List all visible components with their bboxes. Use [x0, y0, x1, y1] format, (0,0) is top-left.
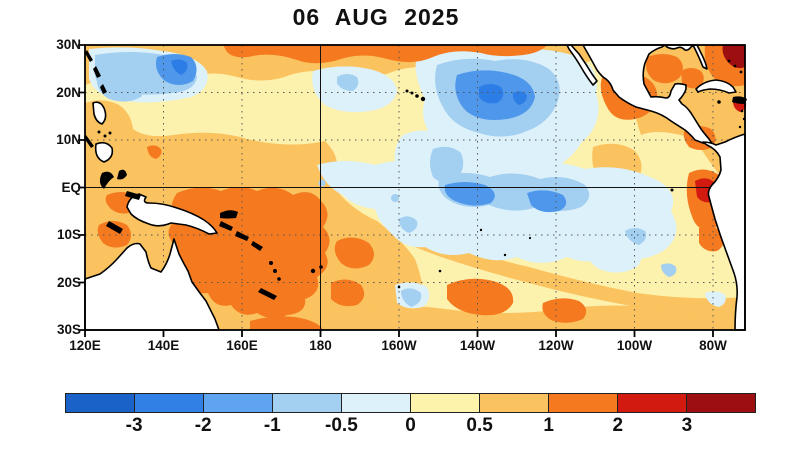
colorbar: -3 -2 -1 -0.5 0 0.5 1 2 3 [65, 393, 756, 437]
halmahera-island [117, 169, 127, 180]
colorbar-tick-label: -0.5 [325, 415, 358, 436]
lon-tick-label: 140E [147, 338, 180, 353]
grid-solid-dateline-equator [85, 45, 745, 330]
lat-tick-label: 30S [56, 322, 81, 337]
colorbar-segments [65, 393, 756, 413]
new-guinea-land [126, 193, 218, 235]
lesser-antilles-islands [740, 109, 744, 113]
lon-tick-label: 180 [309, 338, 332, 353]
colorbar-segment [618, 394, 687, 412]
lat-tick-label: 10N [56, 132, 81, 147]
polynesia-islands [438, 269, 442, 273]
galapagos-islands [670, 188, 674, 192]
jamaica-island [717, 100, 721, 104]
lat-tick-label: 20S [56, 274, 81, 290]
south-america-land [702, 133, 746, 331]
warm-gt3-spot [722, 45, 745, 69]
palawan-island [84, 135, 94, 148]
visayas-islands [97, 130, 101, 134]
lat-tick-label: 20N [56, 84, 81, 100]
chart-title: 06 AUG 2025 [292, 4, 460, 30]
lat-tick-marks [78, 44, 85, 331]
ryukyu-islands [85, 50, 107, 94]
colorbar-segment [549, 394, 618, 412]
colorbar-segment [411, 394, 480, 412]
lat-tick-label: 10S [56, 227, 81, 242]
lon-tick-label: 80W [699, 338, 727, 353]
bahamas-islands [727, 59, 731, 63]
map-plot: 30N 20N 10N EQ 10S 20S 30S 120E 140E 160E 180 160W… [56, 37, 747, 353]
mindanao-land [94, 141, 114, 163]
hispaniola-island [732, 96, 747, 104]
cuba-land [695, 79, 737, 94]
colorbar-tick-label: 2 [612, 415, 624, 436]
lon-tick-label: 120E [69, 338, 101, 353]
colorbar-segment [204, 394, 273, 412]
luzon-land [92, 101, 107, 125]
small-islands [84, 50, 747, 300]
colorbar-segment [273, 394, 342, 412]
colorbar-segment [480, 394, 549, 412]
lat-tick-label: 30N [56, 37, 81, 52]
colorbar-tick-label: 1 [543, 415, 554, 436]
lon-tick-marks [84, 330, 714, 337]
colorbar-tick-label: -2 [194, 415, 212, 436]
colorbar-segment [342, 394, 411, 412]
new-britain-island [220, 210, 238, 219]
baja-california-land [566, 44, 598, 86]
colorbar-tick-label: 0.5 [466, 415, 493, 436]
fiji-islands [310, 268, 316, 274]
sulawesi-island [99, 171, 114, 189]
lon-tick-label: 100W [616, 338, 653, 353]
solomon-islands [219, 221, 263, 251]
new-caledonia-island [258, 288, 277, 300]
lon-tick-label: 160E [226, 338, 258, 353]
grid-dotted [85, 45, 745, 330]
timor-island [106, 221, 123, 234]
australia-land [84, 238, 220, 331]
lon-tick-label: 140W [459, 338, 496, 353]
hawaii-islands [405, 89, 409, 93]
colorbar-tick-label: 3 [681, 415, 693, 436]
lon-tick-label: 160W [381, 338, 417, 353]
lon-tick-label: 120W [538, 338, 574, 353]
colorbar-tick-label: -3 [125, 415, 143, 436]
colorbar-segment [66, 394, 135, 412]
pacific-sst-anomaly-map [78, 44, 747, 337]
vanuatu-islands [269, 261, 273, 265]
seram-island [125, 191, 141, 200]
north-america-land [582, 44, 714, 146]
colorbar-segment [687, 394, 755, 412]
florida-land [692, 44, 708, 70]
colorbar-labels: -3 -2 -1 -0.5 0 0.5 1 2 3 [65, 413, 756, 437]
colorbar-tick-label: -1 [263, 415, 281, 436]
colorbar-segment [135, 394, 204, 412]
lat-tick-label: EQ [61, 179, 81, 195]
landmasses [84, 44, 746, 331]
colorbar-tick-label: 0 [405, 415, 416, 436]
map-frame-and-ticks [78, 44, 746, 337]
cool-dark-spots [171, 59, 527, 105]
